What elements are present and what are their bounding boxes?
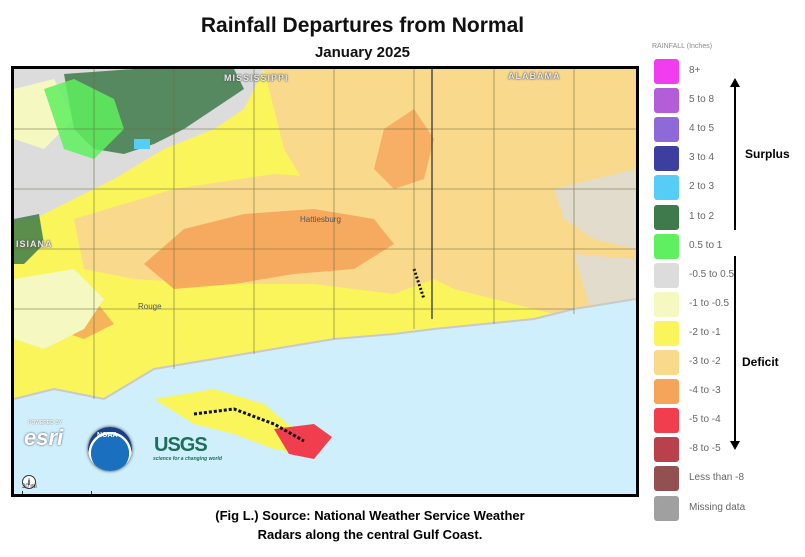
state-label-mississippi: MISSISSIPPI: [224, 73, 289, 83]
map-title: Rainfall Departures from Normal: [200, 14, 525, 37]
delta-marsh-detail: [193, 407, 305, 443]
rainfall-map[interactable]: MISSISSIPPI ALABAMA ISIANA Hattiesburg R…: [11, 66, 639, 497]
surplus-label: Surplus: [745, 147, 790, 161]
city-label-baton-rouge: Rouge: [138, 302, 162, 311]
esri-powered-by-text: POWERED BY: [28, 420, 63, 426]
legend-swatch: [654, 291, 679, 317]
caption-line-2: Radars along the central Gulf Coast.: [257, 527, 483, 542]
legend-label: 8+: [689, 65, 701, 76]
noaa-logo: [88, 427, 132, 471]
info-icon[interactable]: i: [22, 475, 36, 489]
legend-swatch: [654, 175, 679, 201]
legend-label: 5 to 8: [689, 94, 715, 106]
legend-label: 2 to 3: [689, 181, 715, 193]
legend-label: Missing data: [689, 501, 746, 513]
surplus-arrow-head: [730, 78, 740, 87]
legend-label: 0.5 to 1: [689, 239, 723, 251]
legend-label: -4 to -3: [689, 385, 721, 397]
scale-label: 30 mi: [22, 484, 37, 490]
noaa-logo-text: NOAA: [97, 432, 118, 439]
gulf-water: [14, 299, 636, 494]
legend-swatch: [654, 408, 679, 434]
map-subtitle: January 2025: [314, 44, 411, 61]
city-label-hattiesburg: Hattiesburg: [300, 215, 341, 224]
legend-swatch: [654, 379, 679, 405]
caption-line-1: (Fig L.) Source: National Weather Servic…: [215, 508, 525, 523]
legend-label: 1 to 2: [689, 210, 715, 222]
bay-marsh-detail: [412, 268, 426, 300]
esri-logo: esri: [24, 425, 64, 450]
legend-swatch: [654, 117, 679, 143]
legend-swatch: [654, 437, 679, 463]
deficit-arrow: [734, 256, 736, 442]
legend-swatch: [654, 88, 679, 114]
legend-label: -8 to -5: [689, 443, 721, 455]
near-normal-region-southeast: [574, 254, 636, 309]
legend-swatch: [654, 204, 679, 230]
legend-swatch: [654, 320, 679, 346]
surplus-region-blue: [134, 139, 150, 149]
legend-swatch: [654, 262, 679, 288]
legend-swatch: [654, 59, 679, 84]
state-label-louisiana: ISIANA: [16, 239, 53, 249]
legend-swatch: [654, 350, 679, 375]
legend-label: -1 to -0.5: [689, 297, 730, 309]
legend-swatch: [654, 466, 679, 492]
state-label-alabama: ALABAMA: [508, 71, 561, 81]
legend-label: -2 to -1: [689, 326, 721, 338]
deficit-region-east: [264, 69, 636, 329]
scale-bar: [22, 491, 92, 494]
legend-title: RAINFALL (Inches): [652, 43, 713, 50]
legend-label: -0.5 to 0.5: [689, 268, 735, 280]
county-boundaries: [14, 69, 636, 399]
map-canvas: [14, 69, 636, 494]
legend-swatch: [654, 495, 679, 521]
deficit-label: Deficit: [742, 355, 779, 369]
legend-swatch: [654, 233, 679, 259]
surplus-arrow: [734, 86, 736, 230]
surplus-region-light: [44, 79, 124, 159]
usgs-logo: USGS: [154, 434, 208, 456]
legend-label: 4 to 5: [689, 123, 715, 135]
legend-label: Less than -8: [689, 472, 745, 484]
legend-label: 3 to 4: [689, 152, 715, 164]
legend-label: -3 to -2: [689, 356, 721, 367]
delta-land: [154, 389, 314, 454]
surplus-region-west: [14, 214, 44, 264]
deficit-arrow-head: [730, 441, 740, 450]
legend-swatch: [654, 146, 679, 172]
usgs-tagline: science for a changing world: [153, 456, 222, 462]
legend-label: -5 to -4: [689, 414, 721, 426]
figure-caption: (Fig L.) Source: National Weather Servic…: [160, 506, 580, 544]
